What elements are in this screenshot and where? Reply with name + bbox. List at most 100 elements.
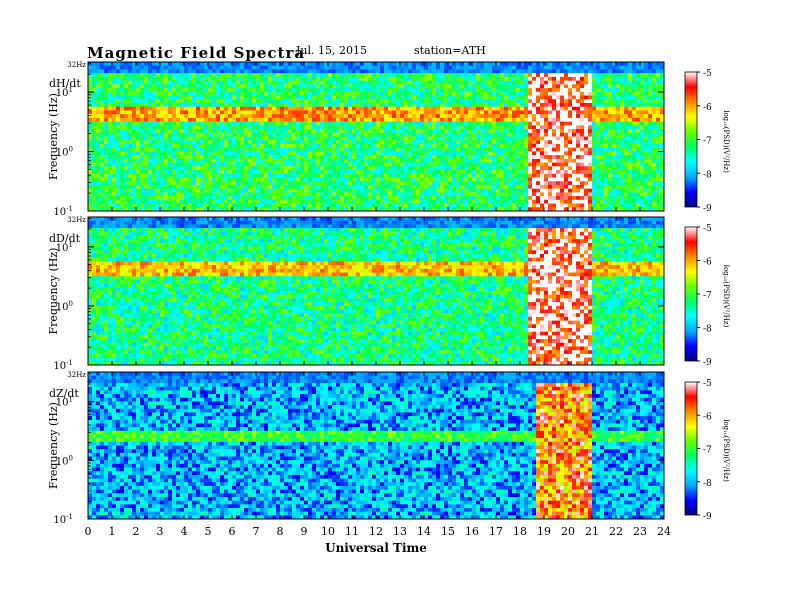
heatmap-cell: [280, 173, 285, 178]
heatmap-cell: [144, 173, 149, 178]
heatmap-cell: [524, 117, 529, 123]
heatmap-cell: [332, 207, 337, 212]
heatmap-cell: [516, 102, 521, 108]
heatmap-cell: [112, 136, 117, 141]
heatmap-cell: [168, 188, 173, 193]
heatmap-cell: [312, 170, 317, 175]
heatmap-cell: [284, 110, 289, 115]
heatmap-cell: [356, 143, 361, 149]
heatmap-cell: [552, 162, 557, 167]
heatmap-cell: [472, 147, 477, 152]
heatmap-cell: [344, 166, 349, 171]
heatmap-cell: [432, 129, 437, 134]
heatmap-cell: [192, 196, 197, 201]
heatmap-cell: [436, 170, 441, 175]
heatmap-cell: [360, 110, 365, 115]
heatmap-cell: [136, 102, 141, 108]
heatmap-cell: [456, 196, 461, 201]
heatmap-cell: [220, 181, 225, 186]
heatmap-cell: [172, 140, 177, 145]
heatmap-cell: [104, 181, 109, 186]
heatmap-cell: [100, 95, 105, 100]
heatmap-cell: [156, 207, 161, 212]
heatmap-cell: [232, 151, 237, 156]
heatmap-cell: [520, 188, 525, 193]
heatmap-cell: [452, 199, 457, 204]
heatmap-cell: [112, 162, 117, 167]
heatmap-cell: [204, 110, 209, 115]
heatmap-cell: [324, 114, 329, 119]
heatmap-cell: [452, 99, 457, 104]
heatmap-cell: [204, 88, 209, 93]
heatmap-cell: [540, 88, 545, 93]
heatmap-cell: [252, 184, 257, 190]
heatmap-cell: [188, 136, 193, 141]
heatmap-cell: [520, 199, 525, 204]
heatmap-cell: [368, 114, 373, 119]
heatmap-cell: [136, 95, 141, 100]
heatmap-cell: [420, 110, 425, 115]
heatmap-cell: [492, 88, 497, 93]
heatmap-cell: [164, 76, 169, 82]
heatmap-cell: [308, 114, 313, 119]
heatmap-cell: [460, 114, 465, 119]
heatmap-cell: [516, 125, 521, 130]
heatmap-cell: [112, 143, 117, 149]
heatmap-cell: [320, 151, 325, 156]
heatmap-cell: [584, 184, 589, 190]
heatmap-cell: [300, 158, 305, 163]
heatmap-cell: [428, 80, 433, 85]
heatmap-cell: [416, 117, 421, 123]
heatmap-cell: [364, 162, 369, 167]
heatmap-cell: [444, 177, 449, 182]
heatmap-cell: [352, 184, 357, 190]
heatmap-cell: [248, 114, 253, 119]
heatmap-cell: [184, 132, 189, 137]
heatmap-cell: [176, 147, 181, 152]
heatmap-cell: [140, 69, 145, 74]
heatmap-cell: [116, 65, 121, 70]
heatmap-cell: [564, 184, 569, 190]
heatmap-cell: [228, 170, 233, 175]
heatmap-cell: [420, 166, 425, 171]
heatmap-cell: [192, 73, 197, 78]
heatmap-cell: [348, 117, 353, 123]
heatmap-cell: [168, 110, 173, 115]
heatmap-cell: [312, 192, 317, 197]
heatmap-cell: [272, 65, 277, 70]
heatmap-cell: [292, 203, 297, 208]
heatmap-cell: [320, 181, 325, 186]
heatmap-cell: [448, 181, 453, 186]
heatmap-cell: [264, 151, 269, 156]
heatmap-cell: [504, 95, 509, 100]
heatmap-cell: [284, 84, 289, 89]
heatmap-cell: [444, 170, 449, 175]
heatmap-cell: [348, 69, 353, 74]
heatmap-cell: [488, 192, 493, 197]
heatmap-cell: [536, 88, 541, 93]
heatmap-cell: [344, 203, 349, 208]
heatmap-cell: [168, 117, 173, 123]
heatmap-cell: [360, 166, 365, 171]
heatmap-cell: [244, 121, 249, 126]
heatmap-cell: [492, 117, 497, 123]
heatmap-cell: [316, 65, 321, 70]
heatmap-cell: [316, 95, 321, 100]
heatmap-cell: [468, 136, 473, 141]
heatmap-cell: [348, 199, 353, 204]
heatmap-cell: [288, 181, 293, 186]
heatmap-cell: [308, 192, 313, 197]
heatmap-cell: [324, 121, 329, 126]
heatmap-cell: [92, 184, 97, 190]
heatmap-cell: [464, 203, 469, 208]
heatmap-cell: [236, 121, 241, 126]
heatmap-cell: [216, 177, 221, 182]
heatmap-cell: [208, 196, 213, 201]
heatmap-cell: [488, 207, 493, 212]
heatmap-cell: [376, 170, 381, 175]
heatmap-cell: [96, 143, 101, 149]
heatmap-cell: [120, 88, 125, 93]
heatmap-cell: [552, 132, 557, 137]
heatmap-cell: [408, 80, 413, 85]
